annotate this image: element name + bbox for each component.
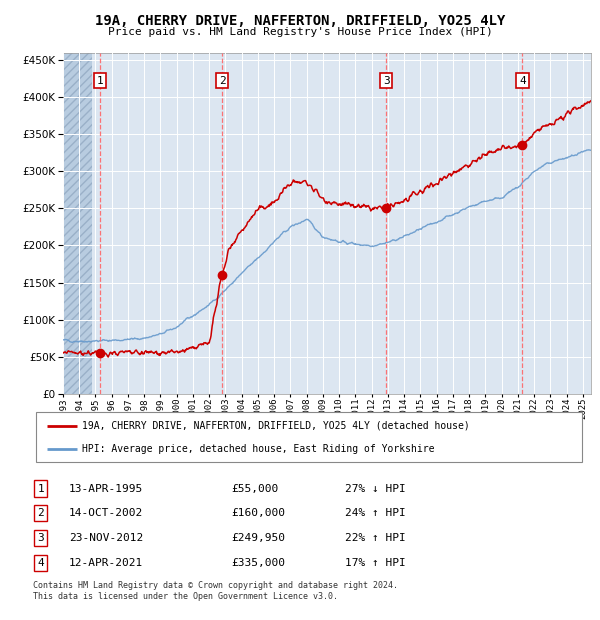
Text: 27% ↓ HPI: 27% ↓ HPI	[345, 484, 406, 494]
Bar	[63, 53, 92, 394]
Text: 2: 2	[218, 76, 226, 86]
Text: 19A, CHERRY DRIVE, NAFFERTON, DRIFFIELD, YO25 4LY (detached house): 19A, CHERRY DRIVE, NAFFERTON, DRIFFIELD,…	[82, 421, 470, 431]
Text: 1: 1	[37, 484, 44, 494]
Text: Contains HM Land Registry data © Crown copyright and database right 2024.: Contains HM Land Registry data © Crown c…	[33, 581, 398, 590]
Text: This data is licensed under the Open Government Licence v3.0.: This data is licensed under the Open Gov…	[33, 592, 338, 601]
Text: £249,950: £249,950	[231, 533, 285, 543]
Text: 4: 4	[519, 76, 526, 86]
Text: 23-NOV-2012: 23-NOV-2012	[69, 533, 143, 543]
Text: 17% ↑ HPI: 17% ↑ HPI	[345, 558, 406, 568]
Bar	[63, 53, 92, 394]
Text: £55,000: £55,000	[231, 484, 278, 494]
Text: 1: 1	[97, 76, 103, 86]
Text: 12-APR-2021: 12-APR-2021	[69, 558, 143, 568]
Text: 24% ↑ HPI: 24% ↑ HPI	[345, 508, 406, 518]
Text: Price paid vs. HM Land Registry's House Price Index (HPI): Price paid vs. HM Land Registry's House …	[107, 27, 493, 37]
Text: £335,000: £335,000	[231, 558, 285, 568]
Text: 2: 2	[37, 508, 44, 518]
Text: 3: 3	[383, 76, 389, 86]
Text: HPI: Average price, detached house, East Riding of Yorkshire: HPI: Average price, detached house, East…	[82, 443, 435, 453]
Text: 22% ↑ HPI: 22% ↑ HPI	[345, 533, 406, 543]
Text: 19A, CHERRY DRIVE, NAFFERTON, DRIFFIELD, YO25 4LY: 19A, CHERRY DRIVE, NAFFERTON, DRIFFIELD,…	[95, 14, 505, 28]
Text: 3: 3	[37, 533, 44, 543]
Text: £160,000: £160,000	[231, 508, 285, 518]
Text: 13-APR-1995: 13-APR-1995	[69, 484, 143, 494]
Text: 14-OCT-2002: 14-OCT-2002	[69, 508, 143, 518]
Text: 4: 4	[37, 558, 44, 568]
